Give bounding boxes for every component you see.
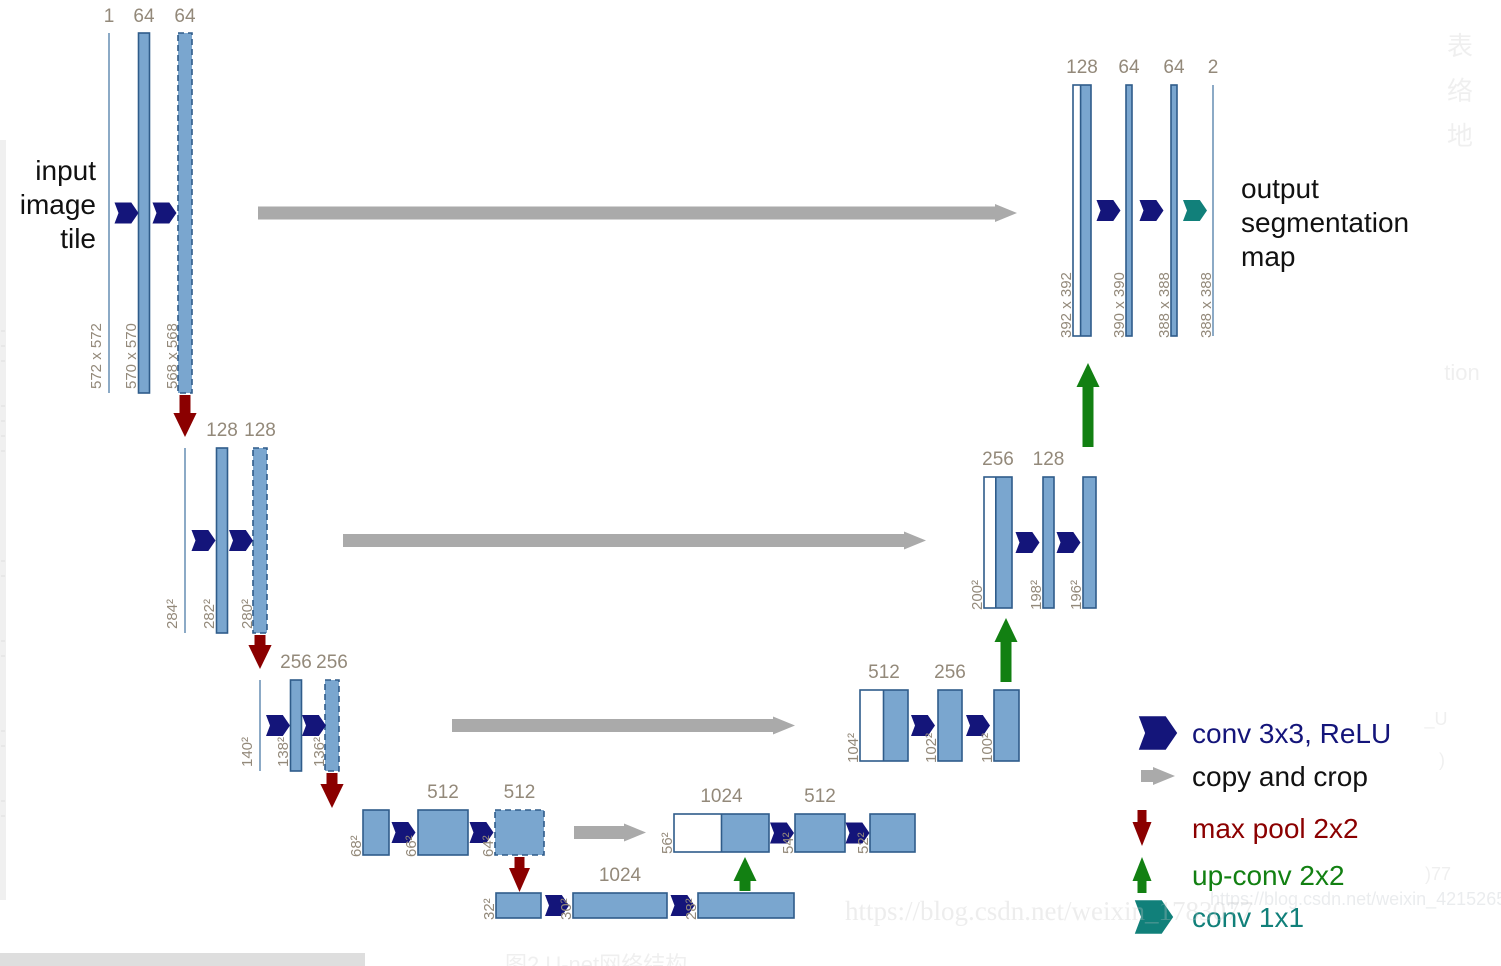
svg-text:地: 地 [1447, 121, 1473, 151]
svg-text:络: 络 [1447, 76, 1473, 106]
svg-text:up-conv 2x2: up-conv 2x2 [1192, 860, 1345, 891]
svg-text:1: 1 [104, 6, 115, 27]
svg-text:https://blog.csdn.net/weixin_1: https://blog.csdn.net/weixin_1783077 [845, 896, 1253, 926]
svg-text:表: 表 [1447, 31, 1473, 61]
svg-text:196²: 196² [1068, 580, 1085, 610]
svg-text:): ) [1439, 750, 1445, 770]
svg-text:104²: 104² [845, 733, 862, 763]
svg-text:1024: 1024 [700, 786, 743, 807]
svg-text:64²: 64² [480, 835, 497, 857]
svg-text:64: 64 [174, 6, 196, 27]
svg-text:284²: 284² [164, 599, 181, 629]
svg-text:128: 128 [244, 420, 276, 441]
svg-text:256: 256 [280, 652, 312, 673]
svg-text:segmentation: segmentation [1241, 207, 1409, 238]
svg-text:138²: 138² [275, 737, 292, 767]
svg-text:input: input [35, 155, 96, 186]
svg-text:280²: 280² [239, 599, 256, 629]
svg-text:256: 256 [934, 662, 966, 683]
svg-text:388 x 388: 388 x 388 [1156, 272, 1173, 338]
svg-text:56²: 56² [659, 832, 676, 854]
svg-text:tile: tile [60, 223, 96, 254]
svg-text:392 x 392: 392 x 392 [1058, 272, 1075, 338]
svg-text:)77: )77 [1425, 864, 1451, 884]
svg-text:64: 64 [133, 6, 155, 27]
svg-text:100²: 100² [979, 733, 996, 763]
svg-text:30²: 30² [558, 898, 575, 920]
svg-text:256: 256 [316, 652, 348, 673]
svg-text:256: 256 [982, 449, 1014, 470]
svg-text:52²: 52² [855, 832, 872, 854]
svg-text:512: 512 [868, 662, 900, 683]
svg-text:64: 64 [1118, 57, 1140, 78]
svg-text:66²: 66² [403, 835, 420, 857]
svg-text:max pool 2x2: max pool 2x2 [1192, 813, 1359, 844]
svg-text:102²: 102² [923, 733, 940, 763]
svg-text:128: 128 [206, 420, 238, 441]
svg-text:conv 3x3, ReLU: conv 3x3, ReLU [1192, 718, 1391, 749]
svg-text:512: 512 [504, 782, 536, 803]
svg-text:128: 128 [1033, 449, 1065, 470]
svg-text:512: 512 [427, 782, 459, 803]
svg-text:32²: 32² [481, 898, 498, 920]
svg-text:200²: 200² [969, 580, 986, 610]
svg-text:388 x 388: 388 x 388 [1198, 272, 1215, 338]
svg-text:198²: 198² [1028, 580, 1045, 610]
svg-text:28²: 28² [683, 898, 700, 920]
svg-text:570 x 570: 570 x 570 [123, 323, 140, 389]
svg-text:1024: 1024 [599, 865, 642, 886]
svg-text:map: map [1241, 241, 1295, 272]
svg-text:128: 128 [1066, 57, 1098, 78]
svg-text:tion: tion [1444, 360, 1479, 385]
svg-text:512: 512 [804, 786, 836, 807]
svg-text:64: 64 [1163, 57, 1185, 78]
svg-text:140²: 140² [239, 737, 256, 767]
svg-text:390 x 390: 390 x 390 [1111, 272, 1128, 338]
svg-text:图2 U-net网络结构: 图2 U-net网络结构 [505, 952, 687, 966]
svg-text:_U: _U [1423, 709, 1447, 730]
svg-text:68²: 68² [348, 835, 365, 857]
svg-text:572 x 572: 572 x 572 [88, 323, 105, 389]
svg-text:2: 2 [1208, 57, 1219, 78]
svg-text:output: output [1241, 173, 1319, 204]
svg-text:568 x 568: 568 x 568 [164, 323, 181, 389]
svg-text:282²: 282² [201, 599, 218, 629]
svg-text:image: image [20, 189, 96, 220]
svg-text:https://blog.csdn.net/weixin_4: https://blog.csdn.net/weixin_42152656 [1210, 889, 1501, 910]
svg-text:copy and crop: copy and crop [1192, 761, 1368, 792]
svg-text:54²: 54² [780, 832, 797, 854]
svg-text:136²: 136² [311, 737, 328, 767]
